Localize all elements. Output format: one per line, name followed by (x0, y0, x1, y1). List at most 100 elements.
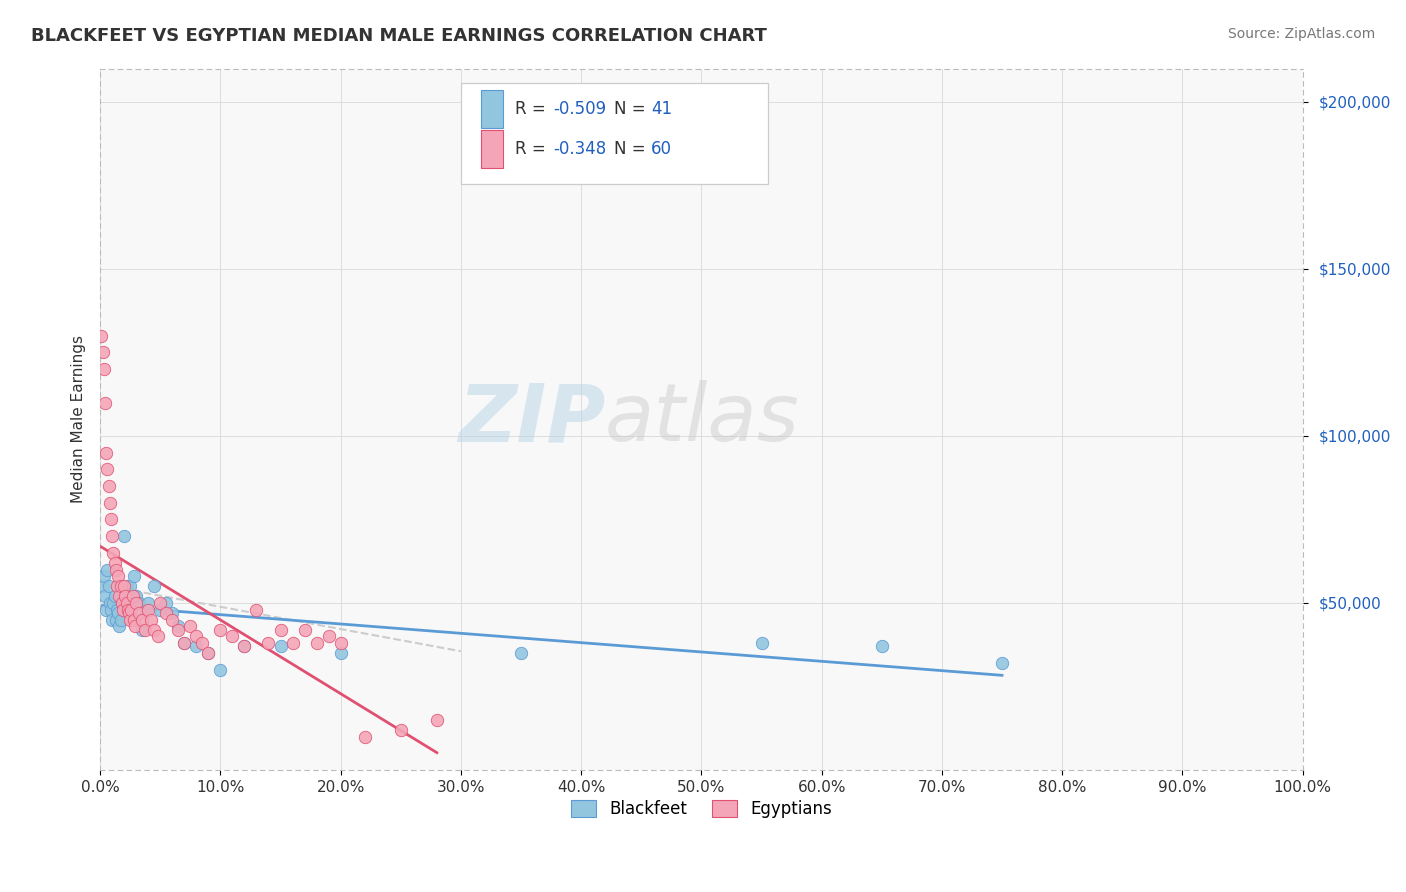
Point (110, 613, 132, 627)
Point (131, 613, 153, 627)
Point (125, 596, 148, 610)
Point (751, 636, 773, 650)
Point (124, 619, 146, 633)
Point (93, 569, 115, 583)
Point (96, 563, 118, 577)
Point (510, 646, 533, 660)
Point (91, 579, 114, 593)
Text: Source: ZipAtlas.com: Source: ZipAtlas.com (1227, 27, 1375, 41)
Point (91, 345, 114, 359)
Text: R =: R = (515, 140, 551, 158)
Point (128, 596, 150, 610)
Point (104, 613, 127, 627)
Point (121, 589, 143, 603)
Point (112, 529, 135, 543)
Text: 60: 60 (651, 140, 672, 158)
Text: N =: N = (613, 100, 651, 119)
Text: R =: R = (515, 100, 551, 119)
Point (329, 646, 352, 660)
Point (115, 596, 138, 610)
Text: ZIP: ZIP (458, 380, 605, 458)
Point (245, 602, 267, 616)
Point (108, 619, 131, 633)
Point (122, 613, 145, 627)
Point (173, 636, 195, 650)
Point (125, 589, 148, 603)
Bar (481, 90, 503, 128)
Point (120, 602, 142, 616)
Point (101, 613, 124, 627)
Point (111, 596, 134, 610)
Point (257, 636, 280, 650)
Point (111, 602, 134, 616)
Point (105, 579, 128, 593)
Point (118, 606, 141, 620)
Point (110, 579, 132, 593)
Point (197, 646, 219, 660)
Point (329, 636, 352, 650)
Point (426, 713, 449, 727)
Point (103, 589, 125, 603)
Point (97, 479, 120, 493)
Point (209, 623, 232, 637)
Point (131, 623, 153, 637)
Point (233, 640, 256, 654)
Point (94, 445, 117, 459)
Point (270, 640, 292, 654)
Point (233, 640, 256, 654)
Point (98, 496, 121, 510)
Point (103, 596, 125, 610)
Point (179, 619, 201, 633)
Legend: Blackfeet, Egyptians: Blackfeet, Egyptians (564, 793, 839, 825)
Point (149, 602, 172, 616)
Point (186, 640, 208, 654)
Text: N =: N = (613, 140, 651, 158)
Point (94, 395, 117, 409)
Point (105, 602, 128, 616)
Point (101, 529, 124, 543)
Point (318, 629, 340, 643)
Point (136, 602, 159, 616)
Point (305, 636, 328, 650)
Point (146, 629, 169, 643)
Point (100, 512, 122, 526)
Text: BLACKFEET VS EGYPTIAN MEDIAN MALE EARNINGS CORRELATION CHART: BLACKFEET VS EGYPTIAN MEDIAN MALE EARNIN… (31, 27, 766, 45)
Point (136, 596, 159, 610)
FancyBboxPatch shape (461, 83, 768, 185)
Point (103, 546, 125, 560)
Point (90, 328, 112, 343)
Point (155, 606, 177, 620)
Point (94, 602, 117, 616)
Point (162, 613, 184, 627)
Point (93, 362, 115, 376)
Point (221, 629, 243, 643)
Point (389, 723, 412, 737)
Text: 41: 41 (651, 100, 672, 119)
Point (270, 623, 292, 637)
Point (155, 596, 177, 610)
Point (991, 656, 1014, 670)
Point (96, 462, 118, 476)
Point (112, 579, 135, 593)
Point (143, 579, 166, 593)
Point (107, 569, 129, 583)
Point (120, 613, 142, 627)
Point (186, 629, 208, 643)
Point (870, 640, 893, 654)
Point (104, 563, 127, 577)
Point (167, 623, 190, 637)
Point (197, 646, 219, 660)
Point (94, 589, 117, 603)
Point (294, 623, 316, 637)
Point (100, 602, 122, 616)
Point (122, 569, 145, 583)
Point (209, 663, 232, 677)
Point (134, 623, 156, 637)
Text: -0.348: -0.348 (554, 140, 607, 158)
Point (281, 636, 304, 650)
Point (117, 602, 139, 616)
Point (173, 636, 195, 650)
Point (143, 623, 166, 637)
Point (103, 556, 125, 570)
Point (115, 579, 138, 593)
